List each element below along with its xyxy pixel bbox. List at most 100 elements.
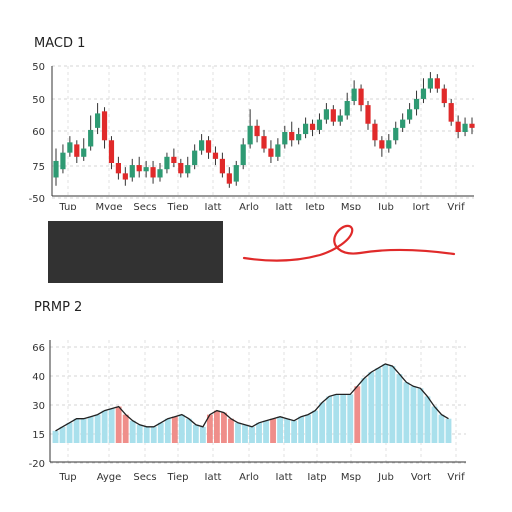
candle-body xyxy=(219,158,225,174)
y-tick-label: 15 xyxy=(32,430,45,441)
bar xyxy=(298,416,305,443)
bar xyxy=(389,366,396,443)
bar xyxy=(438,414,445,443)
candle-body xyxy=(164,156,170,170)
bar xyxy=(382,364,389,443)
x-tick-label: Tup xyxy=(58,472,76,483)
candle-body xyxy=(400,119,406,128)
candle-body xyxy=(407,109,413,120)
candle-body xyxy=(303,123,309,135)
candle-body xyxy=(88,129,94,147)
bar xyxy=(52,430,59,443)
candle-body xyxy=(171,156,177,163)
bar xyxy=(157,422,164,443)
candle-body xyxy=(413,98,420,110)
candle-body xyxy=(233,165,239,182)
candle-body xyxy=(157,169,163,178)
x-tick-label: Iort xyxy=(412,202,429,210)
x-tick-label: Iatt xyxy=(205,202,222,210)
bar xyxy=(347,394,354,443)
bar xyxy=(431,406,438,443)
x-tick-label: Msp xyxy=(341,202,361,210)
candle-body xyxy=(261,136,267,149)
y-tick-label: -50 xyxy=(29,194,45,205)
bar xyxy=(108,408,115,443)
candle-body xyxy=(199,140,205,151)
bar xyxy=(396,374,403,443)
candle-body xyxy=(129,165,135,178)
bar xyxy=(143,426,150,443)
x-tick-label: Iatp xyxy=(307,472,326,483)
bar xyxy=(164,418,171,443)
candle-body xyxy=(330,109,336,122)
bar xyxy=(263,420,269,443)
chart-1-title: MACD 1 xyxy=(34,36,86,51)
bar xyxy=(319,402,326,443)
bar xyxy=(340,394,347,443)
bar xyxy=(228,418,234,443)
x-tick-label: Iatt xyxy=(205,472,222,483)
x-tick-label: Tiep xyxy=(166,472,188,483)
bar xyxy=(291,420,298,443)
candle-body xyxy=(240,144,246,166)
bar xyxy=(235,422,241,443)
candle-body xyxy=(143,167,149,172)
bar xyxy=(66,422,73,443)
bar xyxy=(403,382,410,443)
bar xyxy=(270,418,276,443)
series-line xyxy=(55,363,449,432)
bar xyxy=(242,424,248,443)
bar xyxy=(368,372,375,443)
x-tick-label: Msp xyxy=(341,472,361,483)
bar xyxy=(361,378,368,443)
bar xyxy=(206,414,213,443)
candle-body xyxy=(108,140,115,163)
x-tick-label: Iatt xyxy=(276,202,293,210)
candle-body xyxy=(212,152,219,159)
candle-body xyxy=(60,152,66,170)
x-tick-label: Jub xyxy=(377,472,394,483)
candle-body xyxy=(150,167,156,178)
candle-body xyxy=(323,109,329,120)
bar xyxy=(424,396,431,443)
candle-body xyxy=(393,127,399,141)
x-tick-label: Vort xyxy=(411,472,431,483)
candle-body xyxy=(95,113,101,128)
x-tick-label: Iatt xyxy=(276,472,293,483)
candle-body xyxy=(178,163,184,174)
x-tick-label: Tup xyxy=(58,202,76,210)
candle-body xyxy=(205,140,212,153)
y-tick-label: 75 xyxy=(32,162,45,173)
bar xyxy=(445,418,452,443)
bar xyxy=(277,416,283,443)
bar xyxy=(221,412,227,443)
x-tick-label: Arlo xyxy=(239,472,259,483)
candle-body xyxy=(275,144,281,157)
bar xyxy=(410,386,417,443)
candle-body xyxy=(185,165,191,174)
candle-body xyxy=(282,132,288,145)
x-tick-label: Ayge xyxy=(97,472,122,483)
candle-body xyxy=(358,88,364,106)
x-tick-label: Secs xyxy=(133,202,156,210)
candle-body xyxy=(372,123,378,141)
candle-body xyxy=(122,173,128,180)
candle-body xyxy=(316,119,323,130)
candle-body xyxy=(379,140,385,149)
x-tick-label: Arlo xyxy=(239,202,259,210)
bar xyxy=(136,424,143,443)
bar xyxy=(171,416,178,443)
x-tick-label: Vrif xyxy=(447,202,465,210)
candle-body xyxy=(115,163,121,174)
candle-body xyxy=(420,88,427,99)
candle-body xyxy=(289,132,295,141)
candle-body xyxy=(441,88,447,104)
bar xyxy=(249,426,255,443)
bar xyxy=(284,418,290,443)
y-tick-label: 50 xyxy=(32,62,45,73)
candle-body xyxy=(254,125,260,137)
candle-body xyxy=(365,105,371,124)
candle-body xyxy=(53,160,59,178)
x-tick-label: Ietp xyxy=(305,202,324,210)
